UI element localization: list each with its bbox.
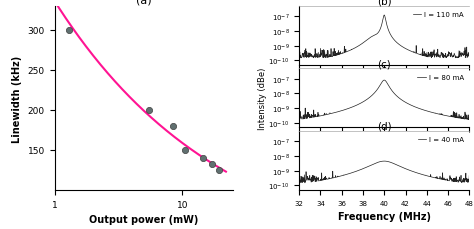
- Text: (a): (a): [136, 0, 152, 5]
- X-axis label: Frequency (MHz): Frequency (MHz): [338, 211, 431, 221]
- Legend: I = 110 mA: I = 110 mA: [411, 10, 466, 20]
- Text: (d): (d): [377, 121, 392, 131]
- Legend: I = 80 mA: I = 80 mA: [415, 73, 466, 83]
- Legend: I = 40 mA: I = 40 mA: [416, 135, 466, 145]
- Text: (c): (c): [377, 59, 391, 69]
- Y-axis label: Linewidth (kHz): Linewidth (kHz): [12, 55, 22, 142]
- X-axis label: Output power (mW): Output power (mW): [89, 214, 199, 224]
- Y-axis label: Intensity (dBe): Intensity (dBe): [258, 67, 267, 130]
- Text: (b): (b): [377, 0, 392, 7]
